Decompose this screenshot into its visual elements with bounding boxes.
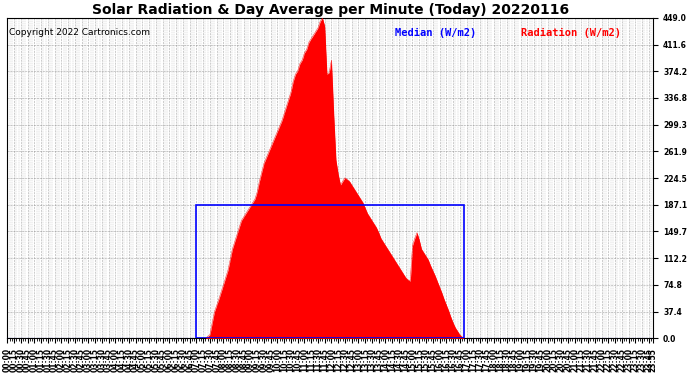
Text: Copyright 2022 Cartronics.com: Copyright 2022 Cartronics.com: [8, 27, 150, 36]
Title: Solar Radiation & Day Average per Minute (Today) 20220116: Solar Radiation & Day Average per Minute…: [92, 3, 569, 17]
Bar: [197, 205, 464, 338]
Text: Radiation (W/m2): Radiation (W/m2): [521, 27, 621, 38]
Text: Median (W/m2): Median (W/m2): [395, 27, 476, 38]
